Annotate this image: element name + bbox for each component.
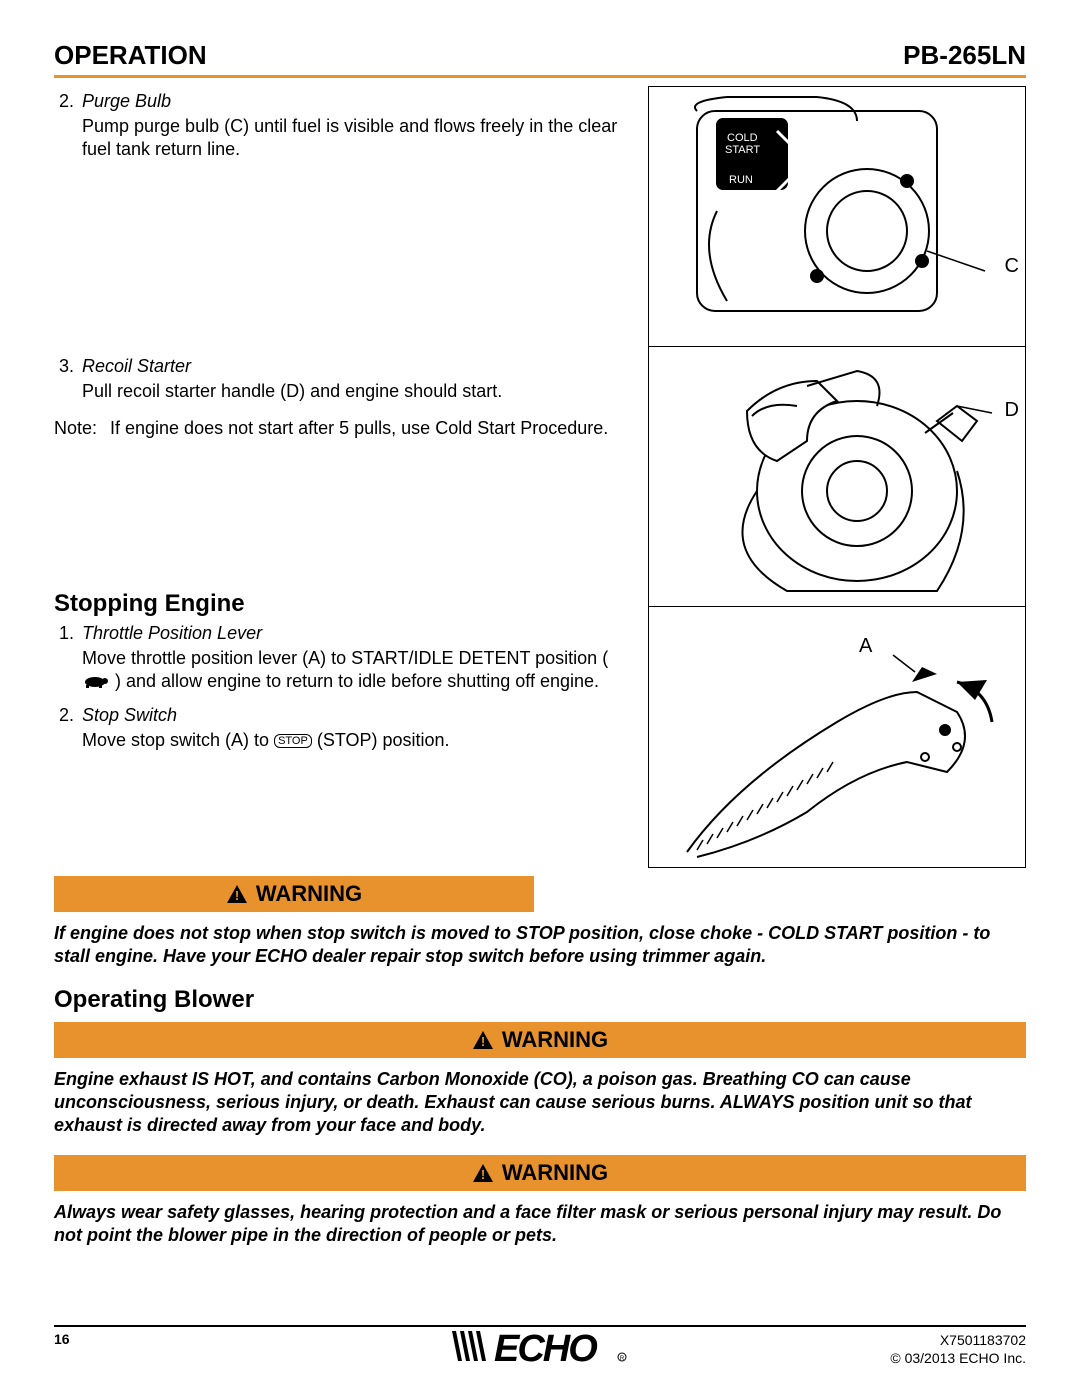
warning-bar-2: ! WARNING	[54, 1022, 1026, 1058]
turtle-icon	[82, 671, 110, 694]
text-b: (STOP) position.	[317, 730, 450, 750]
warning-label: WARNING	[256, 881, 362, 907]
header-rule	[54, 75, 1026, 78]
heading-stopping-engine: Stopping Engine	[54, 590, 628, 618]
svg-text:R: R	[620, 1356, 625, 1362]
left-column: 2. Purge Bulb Pump purge bulb (C) until …	[54, 86, 628, 868]
warning-bar-1: ! WARNING	[54, 876, 534, 912]
item-label: Recoil Starter	[82, 355, 191, 378]
list-item-purge-bulb: 2. Purge Bulb	[54, 90, 628, 113]
note: Note: If engine does not start after 5 p…	[54, 417, 628, 440]
warning-text-2: Engine exhaust IS HOT, and contains Carb…	[54, 1068, 1026, 1137]
text-b: ) and allow engine to return to idle bef…	[115, 671, 599, 691]
item-body: Pull recoil starter handle (D) and engin…	[82, 380, 628, 403]
warning-icon: !	[226, 884, 248, 904]
warning-bar-3: ! WARNING	[54, 1155, 1026, 1191]
header-right: PB-265LN	[903, 40, 1026, 71]
warning-label: WARNING	[502, 1160, 608, 1186]
item-label: Throttle Position Lever	[82, 622, 262, 645]
callout-d: D	[1005, 399, 1019, 422]
note-label: Note:	[54, 417, 104, 440]
item-number: 1.	[54, 622, 74, 645]
warning-icon: !	[472, 1163, 494, 1183]
list-item-throttle-lever: 1. Throttle Position Lever	[54, 622, 628, 645]
page-footer: 16 X7501183702 © 03/2013 ECHO Inc. ECHO …	[54, 1325, 1026, 1367]
svg-text:COLD: COLD	[727, 132, 758, 144]
recoil-starter-diagram	[657, 351, 1017, 601]
svg-text:START: START	[725, 144, 760, 156]
item-label: Purge Bulb	[82, 90, 171, 113]
item-label: Stop Switch	[82, 704, 177, 727]
svg-text:RUN: RUN	[729, 174, 753, 186]
svg-text:ECHO: ECHO	[494, 1328, 597, 1367]
list-item-recoil-starter: 3. Recoil Starter	[54, 355, 628, 378]
echo-logo: ECHO R	[450, 1325, 630, 1367]
item-number: 2.	[54, 90, 74, 113]
diagram-column: COLD START RUN C	[648, 86, 1026, 868]
svg-text:!: !	[235, 888, 239, 903]
text-a: Move stop switch (A) to	[82, 730, 274, 750]
diagram-panel-recoil-starter: D	[649, 347, 1025, 607]
item-number: 2.	[54, 704, 74, 727]
item-body: Move stop switch (A) to STOP (STOP) posi…	[82, 729, 628, 752]
callout-c: C	[1005, 255, 1019, 278]
callout-a: A	[859, 635, 872, 658]
header-left: OPERATION	[54, 40, 207, 71]
list-item-stop-switch: 2. Stop Switch	[54, 704, 628, 727]
svg-text:!: !	[481, 1034, 485, 1049]
page-header: OPERATION PB-265LN	[54, 40, 1026, 71]
text-a: Move throttle position lever (A) to STAR…	[82, 648, 608, 668]
item-body: Move throttle position lever (A) to STAR…	[82, 647, 628, 694]
item-body: Pump purge bulb (C) until fuel is visibl…	[82, 115, 628, 161]
note-body: If engine does not start after 5 pulls, …	[110, 417, 608, 440]
logo-wrap: ECHO R	[54, 1325, 1026, 1367]
item-number: 3.	[54, 355, 74, 378]
svg-text:!: !	[481, 1167, 485, 1182]
stop-icon: STOP	[274, 734, 312, 748]
diagram-panel-purge-bulb: COLD START RUN C	[649, 87, 1025, 347]
purge-bulb-diagram: COLD START RUN	[657, 91, 1017, 341]
warning-text-1: If engine does not stop when stop switch…	[54, 922, 1026, 968]
throttle-diagram	[657, 612, 1017, 862]
content-row: 2. Purge Bulb Pump purge bulb (C) until …	[54, 86, 1026, 868]
diagram-panel-throttle-lever: A	[649, 607, 1025, 867]
warning-label: WARNING	[502, 1027, 608, 1053]
warning-icon: !	[472, 1030, 494, 1050]
heading-operating-blower: Operating Blower	[54, 986, 1026, 1014]
warning-text-3: Always wear safety glasses, hearing prot…	[54, 1201, 1026, 1247]
